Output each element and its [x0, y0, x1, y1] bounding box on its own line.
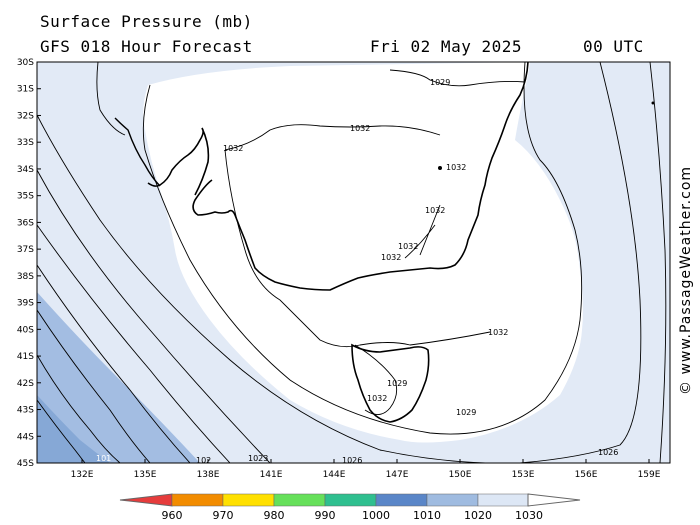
latitude-label: 44S [17, 432, 34, 442]
latitude-label: 45S [17, 459, 34, 469]
gulf-spencer [114, 117, 161, 187]
isobar-label: 1032 [350, 124, 370, 133]
longitude-label: 138E [197, 470, 220, 480]
map-title: Surface Pressure (mb) [40, 12, 253, 31]
longitude-labels: 132E 135E 138E 141E 144E 147E 150E 153E 156E 159E [71, 459, 661, 480]
isobar-1032-north [224, 124, 441, 151]
copyright-text: © www.PassageWeather.com [678, 165, 694, 395]
colorbar-tick-label: 960 [162, 509, 183, 522]
latitude-label: 37S [17, 245, 34, 255]
latitude-label: 32S [17, 111, 34, 121]
longitude-label: 147E [386, 470, 409, 480]
colorbar-segment [222, 493, 275, 507]
colorbar-segment [171, 493, 224, 507]
latitude-label: 39S [17, 299, 34, 309]
colorbar-segment [324, 493, 377, 507]
isobar-label: 1026 [342, 456, 362, 465]
colorbar-tick-label: 980 [264, 509, 285, 522]
colorbar-segment [477, 493, 530, 507]
colorbar-segment [426, 493, 479, 507]
latitude-label: 34S [17, 165, 34, 175]
band-1010-1020 [37, 292, 200, 463]
latitude-label: 35S [17, 192, 34, 202]
forecast-subtitle: GFS 018 Hour Forecast [40, 37, 253, 56]
colorbar-tick-label: 1010 [413, 509, 441, 522]
isobar-1032-sa [404, 204, 441, 259]
longitude-label: 144E [323, 470, 346, 480]
longitude-label: 150E [449, 470, 472, 480]
forecast-date: Fri 02 May 2025 [370, 37, 522, 56]
colorbar-tick-label: 1000 [362, 509, 390, 522]
isobar-labels: 1029 1032 1032 1032 1032 1032 1032 1032 … [96, 78, 618, 465]
tasmania-coastline [351, 343, 430, 423]
isobar-1029-tas [354, 344, 398, 415]
longitude-label: 159E [638, 470, 661, 480]
isobar-label: 101 [96, 454, 111, 463]
latitude-label: 43S [17, 406, 34, 416]
isobar-1026 [37, 62, 642, 463]
isobar-label: 1032 [446, 163, 466, 172]
longitude-label: 141E [260, 470, 283, 480]
colorbar: 960 970 980 990 1000 1010 1020 1030 [119, 493, 581, 522]
isobar-label: 1026 [598, 448, 618, 457]
isobar-1029-north [96, 62, 526, 136]
colorbar-tick-label: 1030 [515, 509, 543, 522]
band-1000-1010 [37, 395, 110, 463]
colorbar-segment [375, 493, 428, 507]
isobar-label: 1032 [398, 242, 418, 251]
australia-coastline [147, 62, 529, 291]
isobar-label: 1029 [456, 408, 476, 417]
colorbar-tick-label: 1020 [464, 509, 492, 522]
isobar-1008 [37, 399, 86, 463]
isobar-label: 1029 [387, 379, 407, 388]
isobar-label: 102 [196, 456, 211, 465]
isobar-1020 [37, 224, 231, 463]
latitude-labels: 30S 31S 32S 33S 34S 35S 36S 37S 38S 39S 40S 41S 42S 4… [17, 58, 41, 469]
isobar-label: 1032 [367, 394, 387, 403]
isobar-label: 1032 [223, 144, 243, 153]
isobar-1029-south [142, 62, 583, 435]
map-frame [36, 61, 671, 464]
colorbar-right-arrow [527, 493, 581, 507]
latitude-label: 41S [17, 352, 34, 362]
colorbar-segment [273, 493, 326, 507]
forecast-time: 00 UTC [583, 37, 644, 56]
band-above-1030 [143, 62, 583, 443]
longitude-label: 153E [512, 470, 535, 480]
isobar-label: 1032 [381, 253, 401, 262]
longitude-label: 156E [575, 470, 598, 480]
isobar-label: 1023 [248, 454, 268, 463]
colorbar-left-arrow [119, 493, 173, 507]
colorbar-tick-label: 970 [213, 509, 234, 522]
isobar-label: 1029 [430, 78, 450, 87]
latitude-label: 31S [17, 85, 34, 95]
longitude-label: 132E [71, 470, 94, 480]
latitude-label: 30S [17, 58, 34, 68]
isobar-1014 [37, 309, 151, 463]
isobar-1032-inner [224, 149, 491, 348]
colorbar-tick-label: 990 [315, 509, 336, 522]
latitude-label: 36S [17, 218, 34, 228]
latitude-label: 42S [17, 379, 34, 389]
latitude-label: 33S [17, 138, 34, 148]
longitude-label: 135E [134, 470, 157, 480]
isobar-label: 1032 [488, 328, 508, 337]
latitude-label: 40S [17, 325, 34, 335]
isobar-label: 1032 [425, 206, 445, 215]
latitude-label: 38S [17, 272, 34, 282]
isobar-1023 [37, 62, 667, 463]
isobar-1017 [37, 264, 191, 463]
isobar-1011 [37, 354, 121, 463]
